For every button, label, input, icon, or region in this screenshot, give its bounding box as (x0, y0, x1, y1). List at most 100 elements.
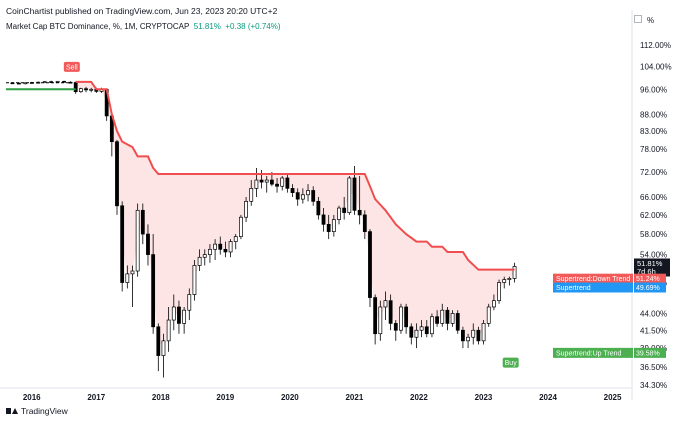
candle-body (347, 177, 352, 213)
candle-body (202, 254, 207, 258)
last-countdown-text: 7d 6h (637, 267, 656, 276)
candle-body (62, 80, 66, 83)
candle (471, 323, 476, 345)
candle (42, 81, 47, 84)
candle-body (280, 177, 285, 187)
candle-body (491, 300, 496, 308)
candle-body (440, 309, 445, 324)
candle (399, 303, 403, 334)
candle-body (512, 266, 517, 279)
candle (84, 86, 88, 93)
candle-body (486, 306, 491, 324)
percent-scale-label[interactable]: % (647, 16, 655, 25)
candle (491, 294, 496, 311)
candle-body (213, 243, 217, 250)
candle (419, 320, 424, 338)
candle-body (507, 278, 512, 280)
candle (393, 320, 398, 341)
candle-body (471, 329, 476, 338)
candle-body (430, 316, 434, 335)
candle-body (146, 233, 150, 255)
supertrend-name-text: Supertrend (556, 285, 591, 292)
candle-body (409, 326, 414, 338)
candle (202, 249, 207, 266)
candle (192, 259, 197, 301)
candle-body (125, 273, 130, 283)
candle (316, 196, 321, 220)
supertrend-value-text: 49.69% (636, 285, 660, 292)
candle-body (55, 80, 60, 83)
y-tick-label: 96.00% (640, 85, 667, 94)
candle-body (140, 209, 145, 235)
candle (239, 214, 243, 240)
candle (357, 175, 362, 225)
candle-body (368, 231, 372, 298)
brand-text: TradingView (21, 406, 68, 416)
candle (295, 188, 300, 206)
candle-body (244, 200, 248, 218)
symbol-legend[interactable]: Market Cap BTC Dominance, %, 1M, CRYPTOC… (6, 22, 281, 31)
last-value: 51.81% (193, 22, 221, 31)
x-tick-label: 2018 (152, 393, 170, 402)
x-tick-label: 2022 (410, 393, 428, 402)
candle-body (182, 309, 187, 324)
supertrend-lines (6, 80, 515, 271)
tradingview-logo-icon (6, 407, 18, 415)
candle-body (42, 81, 47, 83)
candle (497, 279, 501, 304)
candle-body (115, 141, 119, 207)
candle (409, 323, 414, 345)
last-price-box (634, 258, 670, 277)
symbol-name: Market Cap BTC Dominance, %, 1M, CRYPTOC… (6, 22, 190, 31)
candle (78, 87, 83, 93)
candle-body (414, 329, 419, 338)
candle (125, 265, 130, 289)
candle (414, 323, 419, 349)
y-tick-label: 41.50% (640, 326, 667, 335)
candle-body (455, 313, 460, 331)
y-axis[interactable]: 112.00% 104.00% 96.00% 88.00% 83.00% 78.00% 72… (631, 10, 672, 400)
candle-body (404, 306, 409, 328)
uptrend-value-box (634, 347, 666, 358)
candle-body (285, 177, 290, 189)
candle (140, 203, 145, 245)
candle (383, 291, 388, 321)
candle-body (435, 316, 439, 324)
y-tick-label: 66.00% (640, 193, 667, 202)
candle-body (321, 214, 326, 225)
buy-marker-text: Buy (505, 360, 518, 367)
y-tick-label: 112.00% (640, 41, 671, 50)
candle (424, 320, 429, 338)
y-tick-label: 72.00% (640, 168, 667, 177)
candle-body (89, 88, 94, 91)
candle-body (156, 326, 161, 356)
y-tick-label: 62.00% (640, 211, 667, 220)
candle-body (399, 306, 403, 331)
candle-body (151, 254, 156, 328)
price-labels: 51.81%7d 6h Supertrend:Down Trend 51.24% Su… (553, 258, 670, 358)
candle-body (130, 270, 135, 275)
candle-body (254, 179, 259, 189)
candle-body (166, 319, 171, 342)
x-tick-label: 2019 (216, 393, 234, 402)
candle-body (171, 306, 176, 321)
candle (430, 313, 434, 338)
candle-body (502, 279, 507, 283)
uptrend-name-box (553, 347, 633, 358)
x-axis[interactable]: 2016 2017 2018 2019 2020 2021 2022 2023 2024 2025 (0, 387, 632, 402)
tradingview-brand[interactable]: TradingView (6, 406, 68, 416)
scale-settings-icon[interactable] (634, 15, 642, 23)
candle (161, 333, 166, 378)
candle (450, 310, 455, 327)
candle-body (342, 207, 347, 213)
candle-body (187, 294, 192, 311)
candle-body (192, 265, 197, 295)
y-tick-label: 104.00% (640, 62, 672, 71)
candle (151, 234, 156, 334)
candle-body (424, 326, 429, 335)
candle-body (135, 209, 140, 272)
candle-body (208, 248, 212, 255)
candle-body (269, 179, 274, 185)
candle-body (306, 190, 310, 196)
